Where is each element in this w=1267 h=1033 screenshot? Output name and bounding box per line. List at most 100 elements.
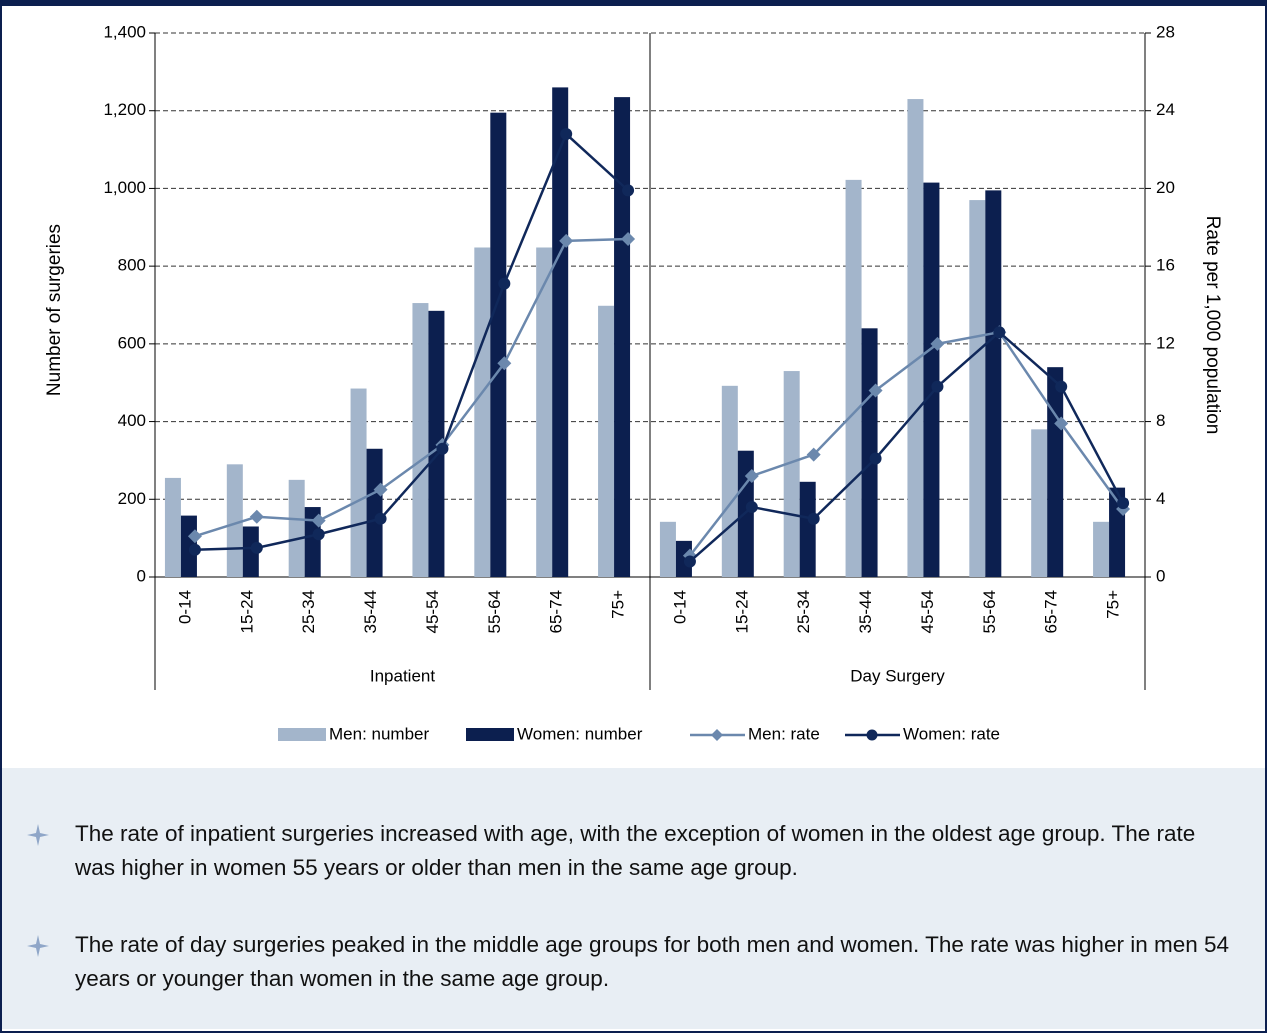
group-label: Inpatient [370, 666, 435, 685]
bullet [27, 935, 49, 957]
marker [373, 482, 388, 497]
bar [799, 481, 816, 577]
bar [675, 540, 692, 577]
line [194, 131, 629, 552]
x-tick-label: 25-34 [794, 590, 813, 633]
marker [1054, 416, 1069, 431]
marker [560, 128, 573, 141]
bar [536, 247, 553, 577]
y-axis-title: Number of surgeries [44, 224, 65, 396]
bar [490, 112, 507, 578]
legend-label: Men: number [329, 724, 429, 743]
marker [497, 356, 512, 371]
bar [907, 99, 924, 578]
y2-axis-title: Rate per 1,000 population [1202, 216, 1223, 435]
marker [249, 509, 264, 524]
legend-swatch [466, 728, 514, 741]
x-tick-label: 75+ [609, 590, 628, 619]
x-tick-label: 65-74 [547, 590, 566, 633]
legend-item: Men: rate [690, 724, 820, 743]
marker [1117, 497, 1130, 510]
marker [559, 233, 574, 248]
y2-tick-label: 0 [1156, 566, 1165, 585]
marker [683, 555, 696, 568]
y2-tick-label: 16 [1156, 256, 1175, 275]
note: The rate of inpatient surgeries increase… [27, 817, 1235, 885]
bar [845, 179, 862, 577]
bar [474, 247, 491, 577]
bar [1047, 367, 1064, 577]
x-tick-label: 35-44 [361, 590, 380, 633]
bar [1093, 521, 1110, 577]
y2-tick-label: 8 [1156, 411, 1165, 430]
bar [659, 521, 676, 577]
y2-tick-label: 24 [1156, 100, 1175, 119]
line [688, 330, 1125, 557]
y-tick-label: 0 [137, 566, 146, 585]
y-tick-label: 1,200 [103, 100, 146, 119]
y2-tick-label: 28 [1156, 22, 1175, 41]
legend-marker [711, 729, 723, 741]
x-tick-label: 0-14 [670, 590, 689, 624]
x-tick-label: 0-14 [175, 590, 194, 624]
marker [250, 541, 263, 554]
marker [1055, 380, 1068, 393]
note: The rate of day surgeries peaked in the … [27, 928, 1235, 996]
bar [923, 182, 940, 577]
y-tick-label: 1,400 [103, 22, 146, 41]
bar [721, 385, 738, 577]
marker [374, 512, 387, 525]
marker [187, 529, 202, 544]
bar [242, 526, 259, 577]
legend-item: Women: number [466, 724, 643, 743]
marker [622, 184, 635, 197]
marker [868, 383, 883, 398]
x-tick-label: 55-64 [485, 590, 504, 633]
marker [807, 512, 820, 525]
y-tick-label: 800 [118, 256, 146, 275]
marker [930, 336, 945, 351]
marker [311, 513, 326, 528]
legend-marker [866, 729, 878, 741]
marker [312, 528, 325, 541]
marker [744, 468, 759, 483]
note-text: The rate of inpatient surgeries increase… [75, 821, 1196, 880]
chart: Number of surgeries Rate per 1,000 popul… [44, 22, 1223, 743]
marker [931, 380, 944, 393]
x-tick-label: 75+ [1104, 590, 1123, 619]
notes-panel: The rate of inpatient surgeries increase… [2, 768, 1265, 1029]
x-tick-label: 15-24 [732, 590, 751, 633]
group-label: Day Surgery [850, 666, 945, 685]
marker [436, 442, 449, 455]
bar [985, 190, 1002, 577]
y-tick-label: 600 [118, 333, 146, 352]
y-tick-label: 1,000 [103, 178, 146, 197]
x-tick-label: 45-54 [423, 590, 442, 633]
x-tick-label: 55-64 [980, 590, 999, 633]
marker [869, 452, 882, 465]
bar [350, 388, 367, 577]
bar [552, 87, 569, 578]
legend-label: Women: rate [903, 724, 1000, 743]
y-tick-label: 400 [118, 411, 146, 430]
x-tick-label: 15-24 [237, 590, 256, 633]
legend-label: Men: rate [748, 724, 820, 743]
line [194, 237, 629, 538]
bar [614, 97, 631, 577]
marker [993, 326, 1006, 339]
legend-item: Women: rate [845, 724, 1000, 743]
y2-tick-label: 20 [1156, 178, 1175, 197]
x-tick-label: 45-54 [918, 590, 937, 633]
note-text: The rate of day surgeries peaked in the … [75, 932, 1230, 991]
marker [745, 501, 758, 514]
legend-label: Women: number [517, 724, 643, 743]
x-tick-label: 65-74 [1042, 590, 1061, 633]
marker [806, 447, 821, 462]
y-tick-label: 200 [118, 489, 146, 508]
bar [412, 303, 429, 577]
bar [969, 200, 986, 578]
bar [598, 305, 615, 577]
x-tick-label: 35-44 [856, 590, 875, 633]
x-tick-label: 25-34 [299, 590, 318, 633]
